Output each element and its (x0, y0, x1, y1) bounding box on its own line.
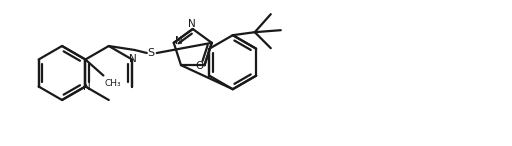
Text: N: N (82, 82, 90, 93)
Text: O: O (196, 61, 204, 71)
Text: CH₃: CH₃ (104, 80, 121, 88)
Text: N: N (129, 53, 137, 64)
Text: N: N (188, 19, 196, 29)
Text: S: S (147, 48, 154, 58)
Text: N: N (175, 36, 183, 46)
